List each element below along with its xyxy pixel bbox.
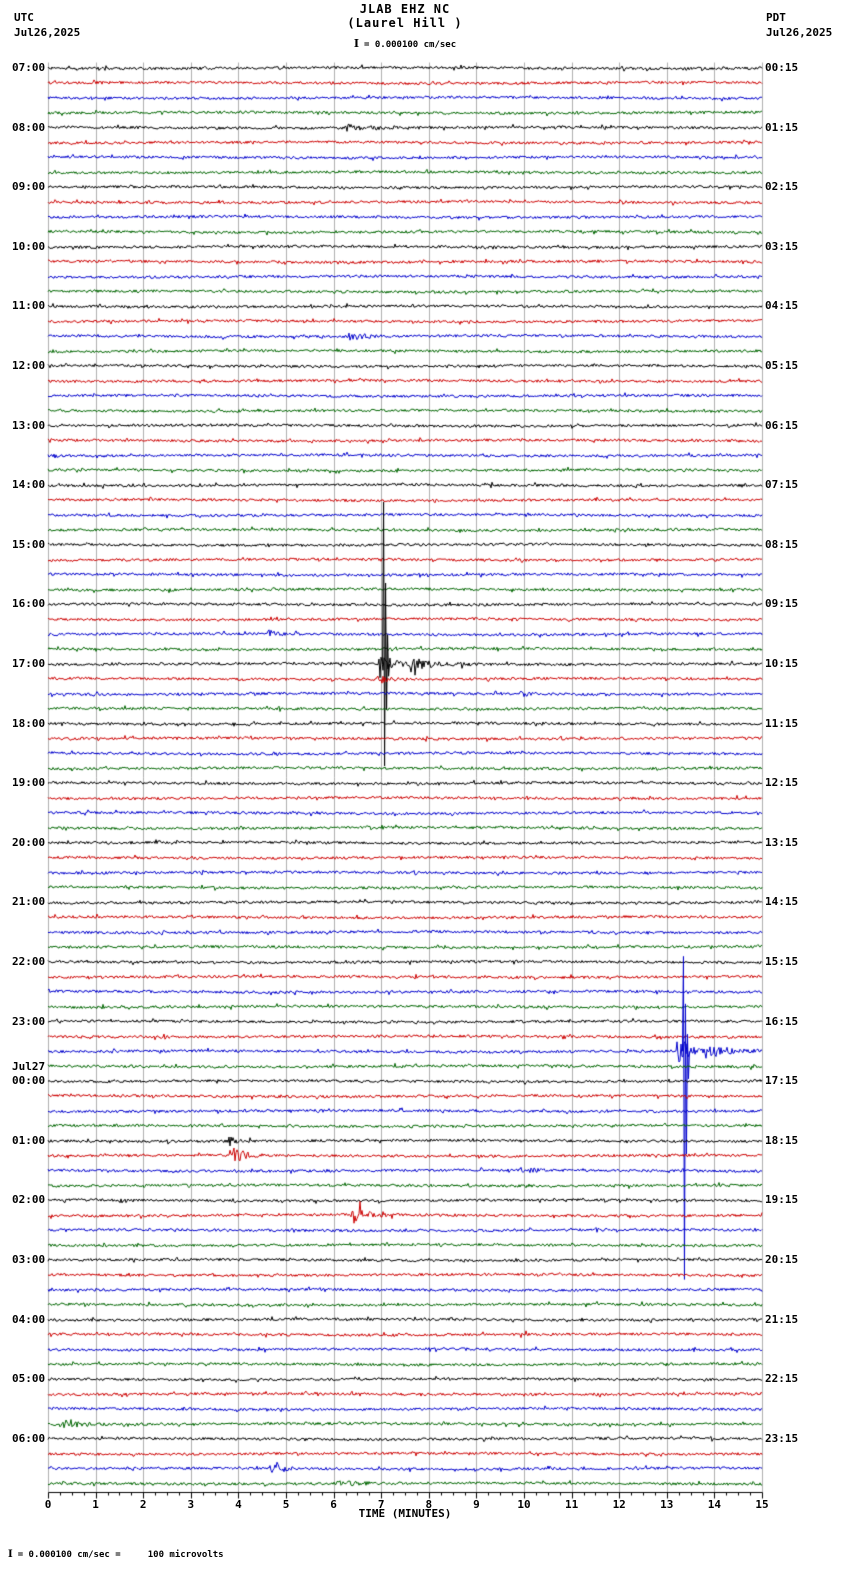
calibration-footer: I = 0.000100 cm/sec = 100 microvolts: [8, 1549, 224, 1560]
x-axis-title: TIME (MINUTES): [358, 1507, 452, 1520]
calibration-text: = 0.000100 cm/sec = 100 microvolts: [17, 1550, 224, 1560]
scale-bar-icon: I: [8, 1549, 13, 1560]
